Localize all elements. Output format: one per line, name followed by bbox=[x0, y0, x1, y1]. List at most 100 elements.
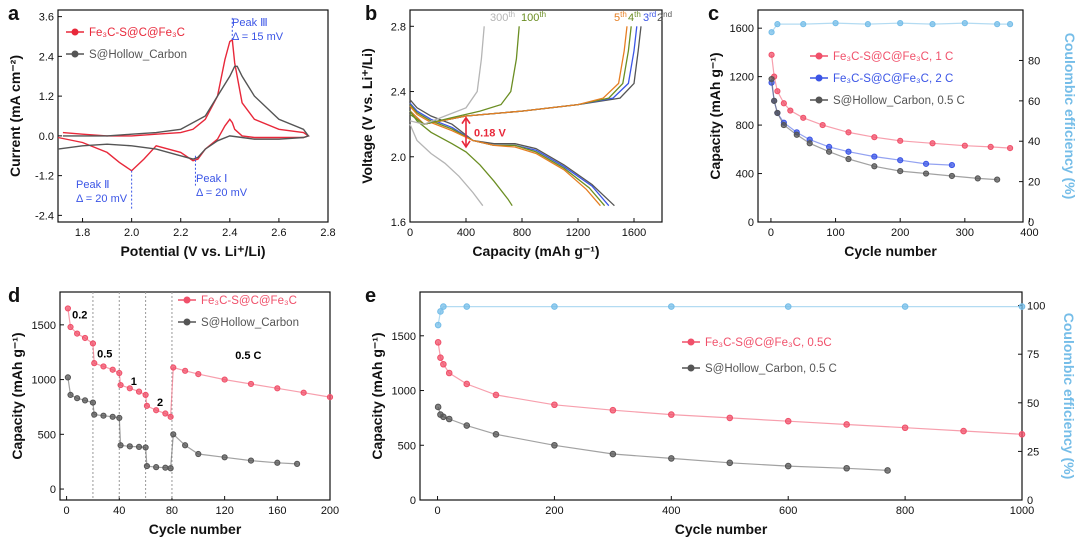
legend-marker bbox=[71, 50, 79, 58]
x-tick-label: 160 bbox=[268, 505, 286, 517]
capacity-series-point bbox=[774, 88, 781, 95]
peak2-delta: Δ = 20 mV bbox=[76, 193, 128, 205]
long-cycle-series-point bbox=[440, 360, 447, 368]
y-axis-title: Capacity (mAh g⁻¹) bbox=[707, 52, 723, 179]
y-tick-label: 1500 bbox=[392, 331, 416, 343]
y-tick-label: -1.2 bbox=[35, 171, 54, 183]
legend-label: Fe₃C-S@C@Fe₃C bbox=[201, 295, 297, 307]
y-tick-label: 500 bbox=[398, 440, 416, 452]
x-tick-label: 80 bbox=[166, 505, 178, 517]
rate-series-point bbox=[135, 388, 143, 395]
rate-series-point bbox=[274, 459, 281, 466]
capacity-series-point bbox=[897, 20, 904, 27]
peak1-delta: Δ = 20 mV bbox=[196, 187, 248, 199]
rate-series-point bbox=[81, 334, 89, 342]
long-cycle-series-point bbox=[884, 467, 891, 474]
legend-marker bbox=[687, 338, 695, 346]
rate-label: 0.5 bbox=[97, 349, 112, 361]
rate-series-point bbox=[326, 393, 334, 401]
y-tick-label: 1000 bbox=[392, 386, 416, 398]
y2-tick-label: 100 bbox=[1027, 301, 1045, 313]
capacity-series-point bbox=[929, 140, 936, 147]
discharge-curve bbox=[409, 110, 513, 207]
long-cycle-series-point bbox=[726, 459, 734, 467]
capacity-series-point bbox=[897, 137, 904, 144]
legend-marker bbox=[815, 52, 823, 60]
capacity-series-point bbox=[825, 148, 833, 155]
long-cycle-series-point bbox=[463, 380, 471, 388]
rate-series-point bbox=[74, 330, 81, 337]
rate-series-point bbox=[64, 374, 72, 381]
rate-series-point bbox=[109, 366, 116, 373]
panel-a: 1.8 2.0 2.2 2.4 2.6 2.8 -2.4 -1.2 0.0 1.2 2.4 3.6 Po… bbox=[7, 9, 336, 259]
long-cycle-series-point bbox=[492, 431, 500, 438]
y-tick-label: 0 bbox=[748, 217, 754, 229]
panel-d: 0 40 80 120 160 200 0 500 1000 1500 Cycle number Ca… bbox=[9, 291, 339, 537]
rate-series-point bbox=[170, 364, 177, 371]
x-tick-label: 1.8 bbox=[75, 227, 90, 239]
x-axis-title: Cycle number bbox=[149, 521, 242, 537]
y-axis-title: Capacity (mAh g⁻¹) bbox=[369, 332, 385, 459]
long-cycle-series-point bbox=[609, 450, 617, 458]
long-cycle-series-point bbox=[440, 303, 447, 310]
x-tick-label: 2.8 bbox=[320, 227, 335, 239]
capacity-series-point bbox=[800, 114, 807, 121]
discharge-curve bbox=[409, 99, 615, 207]
rate-series-point bbox=[170, 431, 177, 438]
capacity-series-point bbox=[929, 21, 936, 28]
plot-frame bbox=[57, 9, 329, 223]
x-tick-label: 0 bbox=[768, 227, 774, 239]
rate-series-point bbox=[117, 442, 124, 449]
capacity-series-trend bbox=[771, 22, 1011, 33]
capacity-series-point bbox=[832, 20, 839, 27]
capacity-series-point bbox=[768, 51, 775, 58]
capacity-series-point bbox=[948, 161, 956, 169]
capacity-series-point bbox=[806, 140, 813, 147]
capacity-series-point bbox=[780, 100, 787, 107]
long-cycle-series-point bbox=[668, 411, 675, 418]
cycle-label: 300th bbox=[490, 10, 515, 24]
cycle-label: 3rd bbox=[643, 10, 656, 24]
y-tick-label: 3.6 bbox=[39, 12, 54, 24]
x-tick-label: 200 bbox=[321, 505, 339, 517]
capacity-series-point bbox=[793, 131, 800, 138]
y2-tick-label: 0 bbox=[1028, 217, 1034, 229]
panel-label-a: a bbox=[8, 3, 20, 25]
legend-marker bbox=[183, 296, 191, 304]
discharge-curve bbox=[409, 123, 484, 207]
capacity-series-point bbox=[780, 121, 787, 129]
x-tick-label: 400 bbox=[662, 505, 680, 517]
capacity-series-point bbox=[864, 21, 871, 28]
capacity-series-point bbox=[897, 168, 904, 175]
x-tick-label: 100 bbox=[826, 227, 844, 239]
y2-tick-label: 75 bbox=[1027, 349, 1039, 361]
plot-frame bbox=[757, 9, 1024, 223]
long-cycle-series-point bbox=[843, 421, 850, 428]
rate-series-point bbox=[126, 385, 133, 392]
peak3-title: Peak Ⅲ bbox=[232, 17, 268, 29]
legend-marker bbox=[687, 364, 695, 372]
rate-series-point bbox=[153, 464, 160, 471]
arrow-head-down bbox=[461, 140, 471, 149]
long-cycle-series-point bbox=[434, 339, 442, 346]
capacity-series-point bbox=[974, 175, 981, 182]
y2-tick-label: 25 bbox=[1027, 446, 1039, 458]
x-tick-label: 1200 bbox=[566, 227, 590, 239]
y-tick-label: 2.4 bbox=[391, 87, 406, 99]
y-tick-label: 1000 bbox=[32, 375, 56, 387]
polarization-label: 0.18 V bbox=[474, 127, 506, 139]
long-cycle-series-point bbox=[551, 441, 558, 449]
capacity-series-point bbox=[1006, 21, 1014, 28]
rate-series-point bbox=[182, 442, 189, 449]
y2-tick-label: 80 bbox=[1028, 55, 1040, 67]
x-tick-label: 0 bbox=[407, 227, 413, 239]
long-cycle-series-point bbox=[463, 422, 471, 429]
panel-label-e: e bbox=[365, 285, 376, 307]
long-cycle-series-point bbox=[434, 321, 442, 329]
legend-label: Fe₃C-S@C@Fe₃C bbox=[89, 27, 185, 39]
rate-series-point bbox=[117, 381, 124, 389]
capacity-series-point bbox=[768, 29, 775, 36]
x-tick-label: 1600 bbox=[622, 227, 646, 239]
